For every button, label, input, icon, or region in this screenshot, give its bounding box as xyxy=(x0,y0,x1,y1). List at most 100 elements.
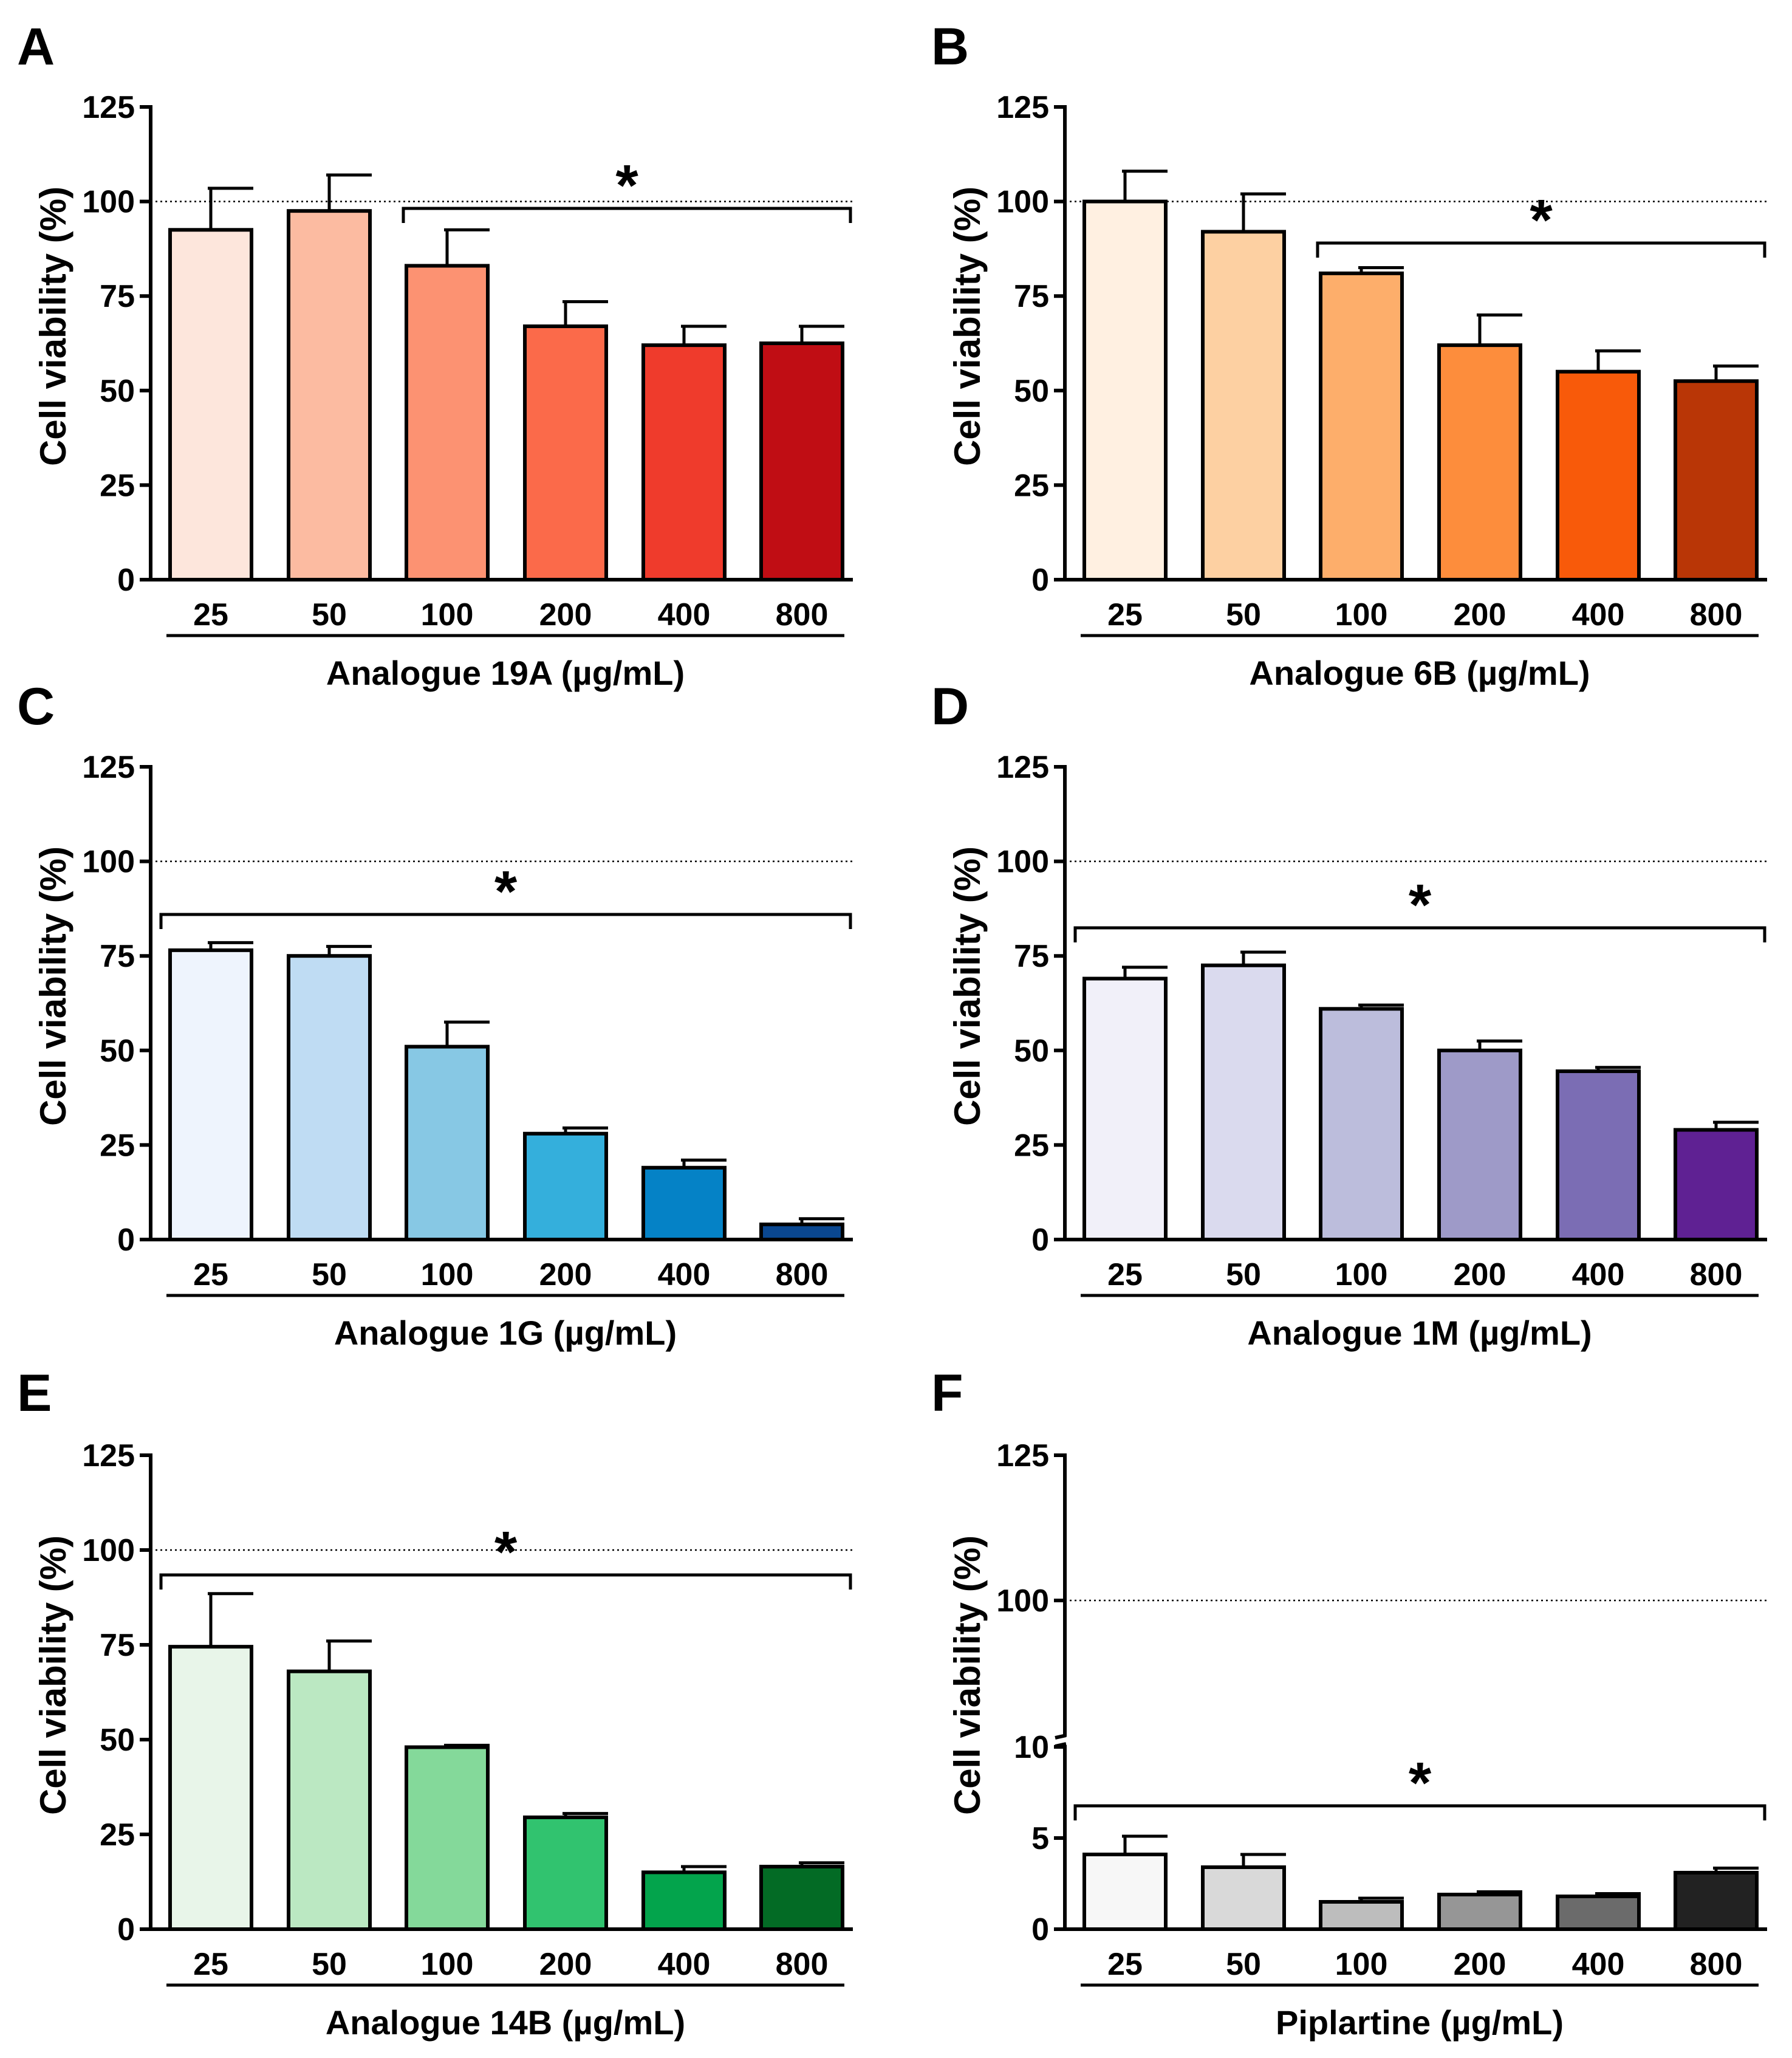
significance-bracket xyxy=(159,1573,852,1590)
x-tick-label: 100 xyxy=(1335,1257,1388,1292)
axis-break-mark xyxy=(1055,1734,1067,1740)
panel-c: C 0 25 50 75 100 125 Cell viability (%) 25 50 100 2… xyxy=(17,677,853,1352)
y-tick-label: 0 xyxy=(1031,1912,1049,1947)
bar-25 xyxy=(168,228,253,581)
significance-bracket xyxy=(1073,1804,1766,1820)
y-tick-label: 50 xyxy=(100,1034,135,1069)
significance-bracket xyxy=(159,913,852,929)
bar-100 xyxy=(405,264,490,581)
bar-400 xyxy=(1556,369,1641,581)
x-axis-label: Analogue 1G (µg/mL) xyxy=(334,1314,677,1352)
bar-800 xyxy=(759,1223,844,1242)
x-tick-label: 400 xyxy=(1572,597,1625,633)
error-bar-50 xyxy=(1240,192,1286,232)
error-bar-50 xyxy=(1240,950,1286,966)
y-tick-label: 25 xyxy=(100,1128,135,1163)
error-bar-800 xyxy=(1713,1867,1759,1873)
x-tick-label: 200 xyxy=(1454,1257,1506,1292)
y-tick-label: 75 xyxy=(100,1628,135,1663)
x-tick-label: 200 xyxy=(1454,597,1506,633)
y-tick-label: 75 xyxy=(100,279,135,314)
bar-200 xyxy=(1437,343,1522,581)
x-tick-label: 100 xyxy=(421,1947,474,1982)
error-bar-25 xyxy=(1122,966,1168,979)
y-axis-label: Cell viability (%) xyxy=(33,846,74,1126)
y-tick-label: 0 xyxy=(117,563,135,598)
bar-25 xyxy=(168,1645,253,1932)
panel-d: D 0 25 50 75 100 125 Cell viability (%) 25 50 100 2… xyxy=(931,677,1767,1352)
x-tick-label: 800 xyxy=(1690,1947,1743,1982)
significance-star: * xyxy=(494,859,518,924)
x-tick-label: 100 xyxy=(421,597,474,633)
bar-50 xyxy=(1201,1865,1286,1931)
error-bar-25 xyxy=(208,187,253,230)
x-tick-label: 25 xyxy=(1107,1257,1143,1292)
x-tick-label: 200 xyxy=(539,597,592,633)
x-tick-label: 50 xyxy=(1226,1947,1261,1982)
error-bar-200 xyxy=(1477,313,1522,346)
panel-b: B 0 25 50 75 100 125 Cell viability (%) 25 50 100 2… xyxy=(931,18,1767,692)
x-tick-label: 25 xyxy=(193,597,228,633)
bar-200 xyxy=(1437,1048,1522,1242)
y-tick-label: 100 xyxy=(996,185,1049,220)
y-tick-label: 25 xyxy=(1014,468,1049,503)
x-tick-label: 400 xyxy=(658,1257,711,1292)
y-tick-label: 125 xyxy=(996,90,1049,125)
error-bar-400 xyxy=(681,1158,727,1168)
y-tick-label: 25 xyxy=(1014,1128,1049,1163)
bar-400 xyxy=(641,1870,727,1931)
panel-letter: B xyxy=(931,18,969,76)
bar-50 xyxy=(287,1669,372,1931)
bar-100 xyxy=(1319,1007,1404,1242)
y-tick-label: 100 xyxy=(82,845,135,880)
x-tick-label: 200 xyxy=(539,1947,592,1982)
x-tick-label: 400 xyxy=(1572,1257,1625,1292)
y-tick-label: 0 xyxy=(1031,1223,1049,1258)
bar-400 xyxy=(641,1165,727,1242)
y-tick-label: 75 xyxy=(1014,279,1049,314)
x-tick-label: 100 xyxy=(1335,1947,1388,1982)
error-bar-50 xyxy=(326,1639,372,1672)
error-bar-25 xyxy=(1122,1834,1168,1854)
error-bar-100 xyxy=(444,1020,490,1047)
significance-bracket xyxy=(1316,241,1766,258)
x-axis-label: Analogue 1M (µg/mL) xyxy=(1247,1314,1592,1352)
bar-200 xyxy=(523,1131,608,1242)
bar-25 xyxy=(1082,976,1168,1241)
y-tick-label: 0 xyxy=(117,1223,135,1258)
y-axis-label: Cell viability (%) xyxy=(947,1535,988,1815)
x-tick-label: 400 xyxy=(658,597,711,633)
x-tick-label: 200 xyxy=(539,1257,592,1292)
error-bar-25 xyxy=(208,941,253,950)
panel-letter: F xyxy=(931,1364,963,1422)
error-bar-400 xyxy=(1595,349,1641,372)
x-tick-label: 800 xyxy=(1690,1257,1743,1292)
panel-a: A 0 25 50 75 100 125 Cell viability (%) 25 50 100 2… xyxy=(17,18,853,692)
x-tick-label: 800 xyxy=(1690,597,1743,633)
y-tick-label: 25 xyxy=(100,1817,135,1853)
x-tick-label: 50 xyxy=(312,1257,347,1292)
y-tick-label: 100 xyxy=(996,845,1049,880)
x-tick-label: 100 xyxy=(421,1257,474,1292)
error-bar-25 xyxy=(1122,170,1168,202)
significance-bracket xyxy=(1073,926,1766,942)
error-bar-100 xyxy=(1358,1003,1404,1009)
y-tick-label: 50 xyxy=(1014,374,1049,409)
x-tick-label: 50 xyxy=(1226,597,1261,633)
panel-f: F 0 5 10 100 125 Cell viability (%) 25 50 100 200 4… xyxy=(931,1364,1767,2042)
bar-800 xyxy=(759,341,844,581)
bar-100 xyxy=(405,1044,490,1242)
y-tick-label: 125 xyxy=(82,750,135,785)
y-tick-label: 125 xyxy=(82,90,135,125)
error-bar-100 xyxy=(1358,266,1404,273)
error-bar-200 xyxy=(1477,1039,1522,1051)
bar-50 xyxy=(1201,963,1286,1241)
y-tick-label: 100 xyxy=(82,1533,135,1568)
error-bar-400 xyxy=(681,1865,727,1873)
x-tick-label: 800 xyxy=(776,597,829,633)
x-tick-label: 50 xyxy=(312,597,347,633)
x-tick-label: 200 xyxy=(1454,1947,1506,1982)
bar-200 xyxy=(1437,1893,1522,1931)
error-bar-25 xyxy=(208,1592,253,1647)
x-tick-label: 400 xyxy=(658,1947,711,1982)
